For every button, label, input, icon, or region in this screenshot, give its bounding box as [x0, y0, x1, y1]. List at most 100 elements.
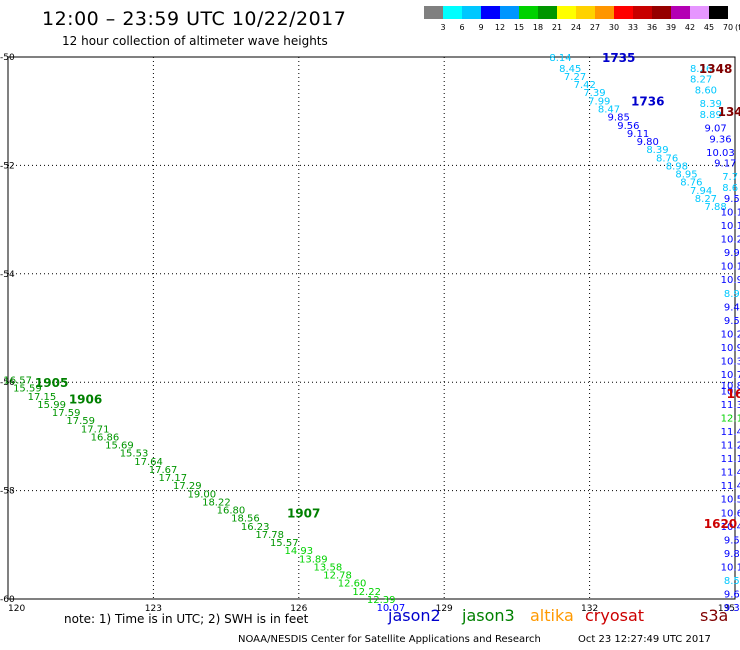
color-scale-label: 18	[532, 23, 544, 32]
color-scale-label: 12	[494, 23, 506, 32]
lon-tick-label: 135	[718, 604, 735, 614]
lat-tick-label: -52	[0, 161, 15, 171]
page-subtitle: 12 hour collection of altimeter wave hei…	[62, 34, 328, 48]
wave-height-value: 7.42	[574, 80, 596, 91]
wave-height-value: 10.72	[721, 370, 740, 381]
wave-height-value: 10.40	[721, 522, 740, 533]
lon-tick-label: 123	[145, 604, 162, 614]
wave-height-value: 17.78	[255, 530, 284, 541]
color-swatch	[538, 6, 557, 19]
satellite-tracks: 8.148.457.277.427.397.998.479.859.569.11…	[3, 53, 740, 614]
credit-line: NOAA/NESDIS Center for Satellite Applica…	[238, 634, 541, 645]
wave-height-value: 8.27	[690, 75, 712, 86]
lat-tick-label: -60	[0, 595, 15, 605]
color-swatch	[500, 6, 519, 19]
wave-height-value: 13.89	[299, 554, 328, 565]
wave-height-value: 17.15	[28, 392, 57, 403]
wave-height-value: 9.07	[704, 123, 726, 134]
wave-height-value: 8.6	[722, 183, 738, 194]
color-scale-label: 45	[703, 23, 715, 32]
wave-height-value: 7.7	[722, 172, 738, 183]
color-swatch	[519, 6, 538, 19]
wave-height-value: 12.39	[367, 595, 396, 606]
wave-height-value: 8.14	[549, 53, 571, 64]
wave-height-value: 17.59	[52, 408, 81, 419]
color-scale-unit: (ft)	[734, 23, 740, 32]
wave-height-value: 8.98	[666, 161, 688, 172]
wave-height-value: 8.39	[700, 99, 722, 110]
wave-height-value: 7.39	[583, 88, 605, 99]
color-scale-label: 33	[627, 23, 639, 32]
wave-height-value: 9.85	[608, 113, 630, 124]
color-swatch	[690, 6, 709, 19]
wave-height-value: 8.76	[656, 153, 678, 164]
wave-height-value: 7.94	[690, 186, 712, 197]
map-frame	[7, 56, 736, 600]
wave-height-value: 9.55	[724, 535, 740, 546]
color-scale-label: 9	[478, 23, 484, 32]
footer-note: note: 1) Time is in UTC; 2) SWH is in fe…	[64, 612, 309, 626]
wave-height-value: 10.99	[721, 275, 740, 286]
wave-height-value: 11.22	[721, 441, 740, 452]
wave-height-value: 8.26	[690, 64, 712, 75]
pass-time-label: 1906	[69, 392, 102, 406]
wave-height-value: 8.95	[675, 170, 697, 181]
wave-height-value: 10.64	[721, 508, 740, 519]
color-scale-label: 30	[608, 23, 620, 32]
wave-height-value: 9.68	[724, 590, 740, 601]
lon-tick-label: 120	[8, 604, 25, 614]
lat-tick-label: -58	[0, 487, 15, 497]
color-swatch	[652, 6, 671, 19]
wave-height-value: 9.45	[724, 302, 740, 313]
wave-height-value: 12.78	[323, 571, 352, 582]
wave-height-value: 15.59	[13, 384, 42, 395]
color-swatch	[633, 6, 652, 19]
wave-height-value: 7.27	[564, 72, 586, 83]
jason2-track-a: 8.148.457.277.427.397.998.479.859.569.11…	[549, 53, 726, 213]
color-swatch	[671, 6, 690, 19]
wave-height-value: 9.80	[637, 137, 659, 148]
wave-height-value: 17.67	[149, 465, 178, 476]
wave-height-value: 10.20	[721, 235, 740, 246]
wave-height-value: 11.49	[721, 481, 740, 492]
color-scale-label: 21	[551, 23, 563, 32]
wave-height-value: 16.80	[217, 506, 246, 517]
wave-height-value: 8.45	[559, 64, 581, 75]
color-scale-label: 3	[440, 23, 446, 32]
wave-height-value: 10.34	[721, 357, 740, 368]
wave-height-value: 11.16	[721, 454, 740, 465]
color-swatch	[709, 6, 728, 19]
wave-height-value: 19.00	[188, 489, 217, 500]
color-scale-label: 27	[589, 23, 601, 32]
wave-height-value: 13.58	[314, 562, 343, 573]
wave-height-value: 8.91	[724, 289, 740, 300]
wave-height-value: 11.43	[721, 427, 740, 438]
wave-height-value: 10.19	[721, 562, 740, 573]
wave-height-value: 16.23	[241, 522, 270, 533]
wave-height-value: 10.03	[706, 148, 735, 159]
legend-cryosat: cryosat	[585, 606, 645, 625]
legend-altika: altika	[530, 606, 574, 625]
jason2-track-b: 8.268.278.608.398.899.079.3610.039.177.7…	[690, 64, 740, 614]
generated-timestamp: Oct 23 12:27:49 UTC 2017	[578, 634, 711, 645]
wave-height-value: 12.60	[338, 579, 367, 590]
color-swatch	[576, 6, 595, 19]
color-scale-label: 42	[684, 23, 696, 32]
wave-height-value: 8.27	[695, 194, 717, 205]
wave-height-value: 10.21	[721, 329, 740, 340]
wave-height-value: 11.31	[721, 400, 740, 411]
color-scale-label: 6	[459, 23, 465, 32]
pass-time-label: 16	[727, 387, 740, 401]
color-swatch	[557, 6, 576, 19]
pass-time-label: 1735	[602, 51, 635, 65]
lat-tick-label: -50	[0, 53, 15, 63]
pass-time-label: 1620	[704, 517, 737, 531]
color-swatch	[443, 6, 462, 19]
wave-height-value: 18.56	[231, 514, 260, 525]
color-scale-label: 15	[513, 23, 525, 32]
wave-height-value: 9.36	[709, 134, 731, 145]
wave-height-value: 8.47	[598, 104, 620, 115]
wave-height-value: 15.69	[105, 441, 134, 452]
